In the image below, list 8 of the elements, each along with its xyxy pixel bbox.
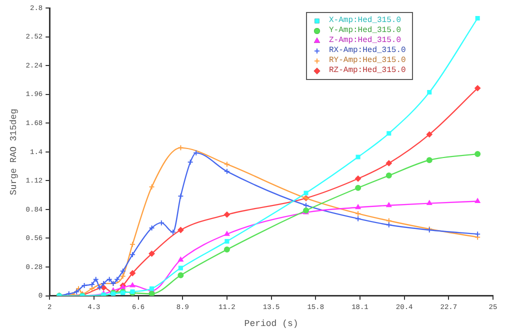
legend-label: Y-Amp:Hed_315.0: [329, 26, 402, 36]
legend-label: X-Amp:Hed_315.0: [329, 16, 402, 26]
legend-label: RY-Amp:Hed_315.0: [329, 56, 406, 66]
x-axis-title: Period (s): [244, 318, 298, 329]
legend-label: RZ-Amp:Hed_315.0: [329, 66, 406, 76]
legend-label: Z-Amp:Hed_315.0: [329, 36, 402, 46]
legend-label: RX-Amp:Hed_315.0: [329, 46, 406, 56]
y-axis-title: Surge RAO 315deg: [8, 108, 19, 196]
